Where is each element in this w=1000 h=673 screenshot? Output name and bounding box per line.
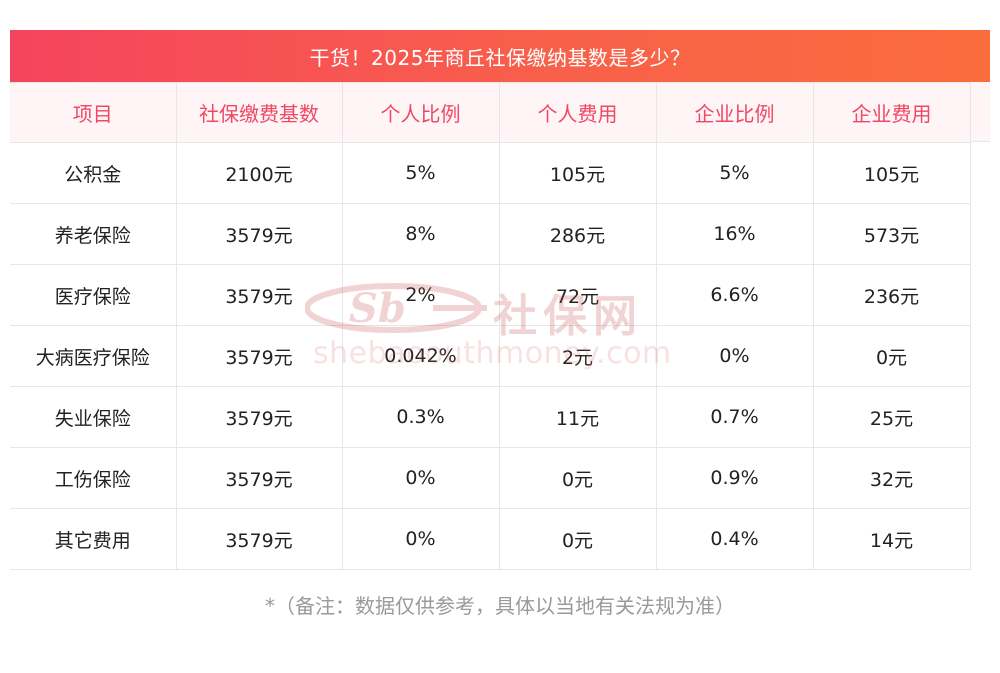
cell-item: 工伤保险: [10, 447, 177, 509]
table-row: 其它费用 3579元 0% 0元 0.4% 14元: [10, 508, 971, 570]
cell-company-cost: 0元: [812, 325, 971, 387]
cell-personal-rate: 5%: [341, 142, 500, 204]
cell-personal-rate: 0%: [341, 447, 500, 509]
column-header-company-cost: 企业费用: [812, 82, 971, 143]
table-row: 医疗保险 3579元 2% 72元 6.6% 236元: [10, 264, 971, 326]
cell-personal-cost: 72元: [498, 264, 657, 326]
cell-personal-rate: 8%: [341, 203, 500, 265]
cell-company-rate: 0.4%: [655, 508, 814, 570]
cell-personal-rate: 2%: [341, 264, 500, 326]
cell-company-cost: 236元: [812, 264, 971, 326]
cell-base: 3579元: [175, 325, 343, 387]
cell-personal-rate: 0.3%: [341, 386, 500, 448]
cell-base: 3579元: [175, 447, 343, 509]
cell-company-cost: 573元: [812, 203, 971, 265]
cell-base: 3579元: [175, 508, 343, 570]
cell-personal-cost: 286元: [498, 203, 657, 265]
table-row: 养老保险 3579元 8% 286元 16% 573元: [10, 203, 971, 265]
column-header-base: 社保缴费基数: [175, 82, 343, 143]
cell-company-cost: 105元: [812, 142, 971, 204]
column-header-personal-rate: 个人比例: [341, 82, 500, 143]
cell-company-rate: 0.9%: [655, 447, 814, 509]
cell-personal-cost: 105元: [498, 142, 657, 204]
table-row: 公积金 2100元 5% 105元 5% 105元: [10, 142, 971, 204]
cell-company-cost: 25元: [812, 386, 971, 448]
cell-personal-rate: 0.042%: [341, 325, 500, 387]
cell-item: 养老保险: [10, 203, 177, 265]
page-title-text: 干货！2025年商丘社保缴纳基数是多少？: [309, 45, 691, 70]
cell-company-cost: 32元: [812, 447, 971, 509]
column-header-company-rate: 企业比例: [655, 82, 814, 143]
cell-item: 大病医疗保险: [10, 325, 177, 387]
cell-base: 3579元: [175, 264, 343, 326]
cell-company-rate: 6.6%: [655, 264, 814, 326]
cell-base: 2100元: [175, 142, 343, 204]
page-title: 干货！2025年商丘社保缴纳基数是多少？: [10, 30, 990, 82]
cell-personal-cost: 0元: [498, 508, 657, 570]
cell-personal-cost: 11元: [498, 386, 657, 448]
cell-base: 3579元: [175, 386, 343, 448]
cell-item: 医疗保险: [10, 264, 177, 326]
table-row: 失业保险 3579元 0.3% 11元 0.7% 25元: [10, 386, 971, 448]
cell-personal-cost: 2元: [498, 325, 657, 387]
cell-company-rate: 16%: [655, 203, 814, 265]
table-row: 大病医疗保险 3579元 0.042% 2元 0% 0元: [10, 325, 971, 387]
cell-company-rate: 5%: [655, 142, 814, 204]
cell-base: 3579元: [175, 203, 343, 265]
cell-company-rate: 0%: [655, 325, 814, 387]
column-header-personal-cost: 个人费用: [498, 82, 657, 143]
cell-item: 其它费用: [10, 508, 177, 570]
column-header-item: 项目: [10, 82, 177, 143]
cell-company-rate: 0.7%: [655, 386, 814, 448]
footnote: *（备注：数据仅供参考，具体以当地有关法规为准）: [265, 594, 735, 618]
table-row: 工伤保险 3579元 0% 0元 0.9% 32元: [10, 447, 971, 509]
social-insurance-table: 项目 社保缴费基数 个人比例 个人费用 企业比例 企业费用 公积金 2100元 …: [10, 82, 971, 570]
cell-item: 公积金: [10, 142, 177, 204]
header-extension: [970, 82, 990, 142]
table-header-row: 项目 社保缴费基数 个人比例 个人费用 企业比例 企业费用: [10, 82, 971, 143]
cell-personal-cost: 0元: [498, 447, 657, 509]
cell-personal-rate: 0%: [341, 508, 500, 570]
cell-item: 失业保险: [10, 386, 177, 448]
cell-company-cost: 14元: [812, 508, 971, 570]
